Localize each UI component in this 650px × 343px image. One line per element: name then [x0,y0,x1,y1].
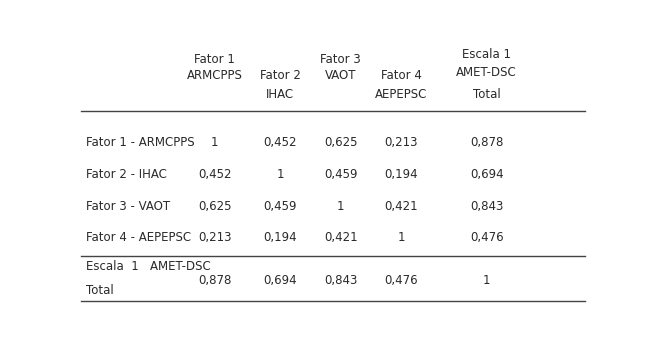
Text: 0,878: 0,878 [470,136,504,149]
Text: 0,194: 0,194 [263,232,297,245]
Text: 1: 1 [397,232,405,245]
Text: Escala  1   AMET-DSC: Escala 1 AMET-DSC [86,260,211,273]
Text: ARMCPPS: ARMCPPS [187,69,242,82]
Text: 0,213: 0,213 [384,136,418,149]
Text: 0,694: 0,694 [263,274,297,287]
Text: AEPEPSC: AEPEPSC [375,87,427,100]
Text: 1: 1 [483,274,491,287]
Text: Fator 4: Fator 4 [381,69,422,82]
Text: 0,459: 0,459 [263,200,297,213]
Text: Total: Total [473,87,500,100]
Text: 0,476: 0,476 [384,274,418,287]
Text: 0,625: 0,625 [324,136,358,149]
Text: IHAC: IHAC [266,87,294,100]
Text: Fator 3: Fator 3 [320,53,361,66]
Text: 0,878: 0,878 [198,274,231,287]
Text: 0,213: 0,213 [198,232,231,245]
Text: Fator 2: Fator 2 [260,69,301,82]
Text: 0,421: 0,421 [384,200,418,213]
Text: Fator 1: Fator 1 [194,53,235,66]
Text: 0,476: 0,476 [470,232,504,245]
Text: 0,843: 0,843 [324,274,358,287]
Text: Fator 2 - IHAC: Fator 2 - IHAC [86,168,167,181]
Text: 0,452: 0,452 [198,168,231,181]
Text: 0,421: 0,421 [324,232,358,245]
Text: Escala 1: Escala 1 [462,48,512,61]
Text: VAOT: VAOT [325,69,356,82]
Text: 0,452: 0,452 [263,136,297,149]
Text: 1: 1 [276,168,284,181]
Text: 0,194: 0,194 [384,168,418,181]
Text: 0,459: 0,459 [324,168,358,181]
Text: 0,843: 0,843 [470,200,504,213]
Text: 0,625: 0,625 [198,200,231,213]
Text: Total: Total [86,284,114,297]
Text: Fator 4 - AEPEPSC: Fator 4 - AEPEPSC [86,232,191,245]
Text: AMET-DSC: AMET-DSC [456,67,517,80]
Text: 0,694: 0,694 [470,168,504,181]
Text: 1: 1 [211,136,218,149]
Text: Fator 3 - VAOT: Fator 3 - VAOT [86,200,170,213]
Text: 1: 1 [337,200,344,213]
Text: Fator 1 - ARMCPPS: Fator 1 - ARMCPPS [86,136,195,149]
